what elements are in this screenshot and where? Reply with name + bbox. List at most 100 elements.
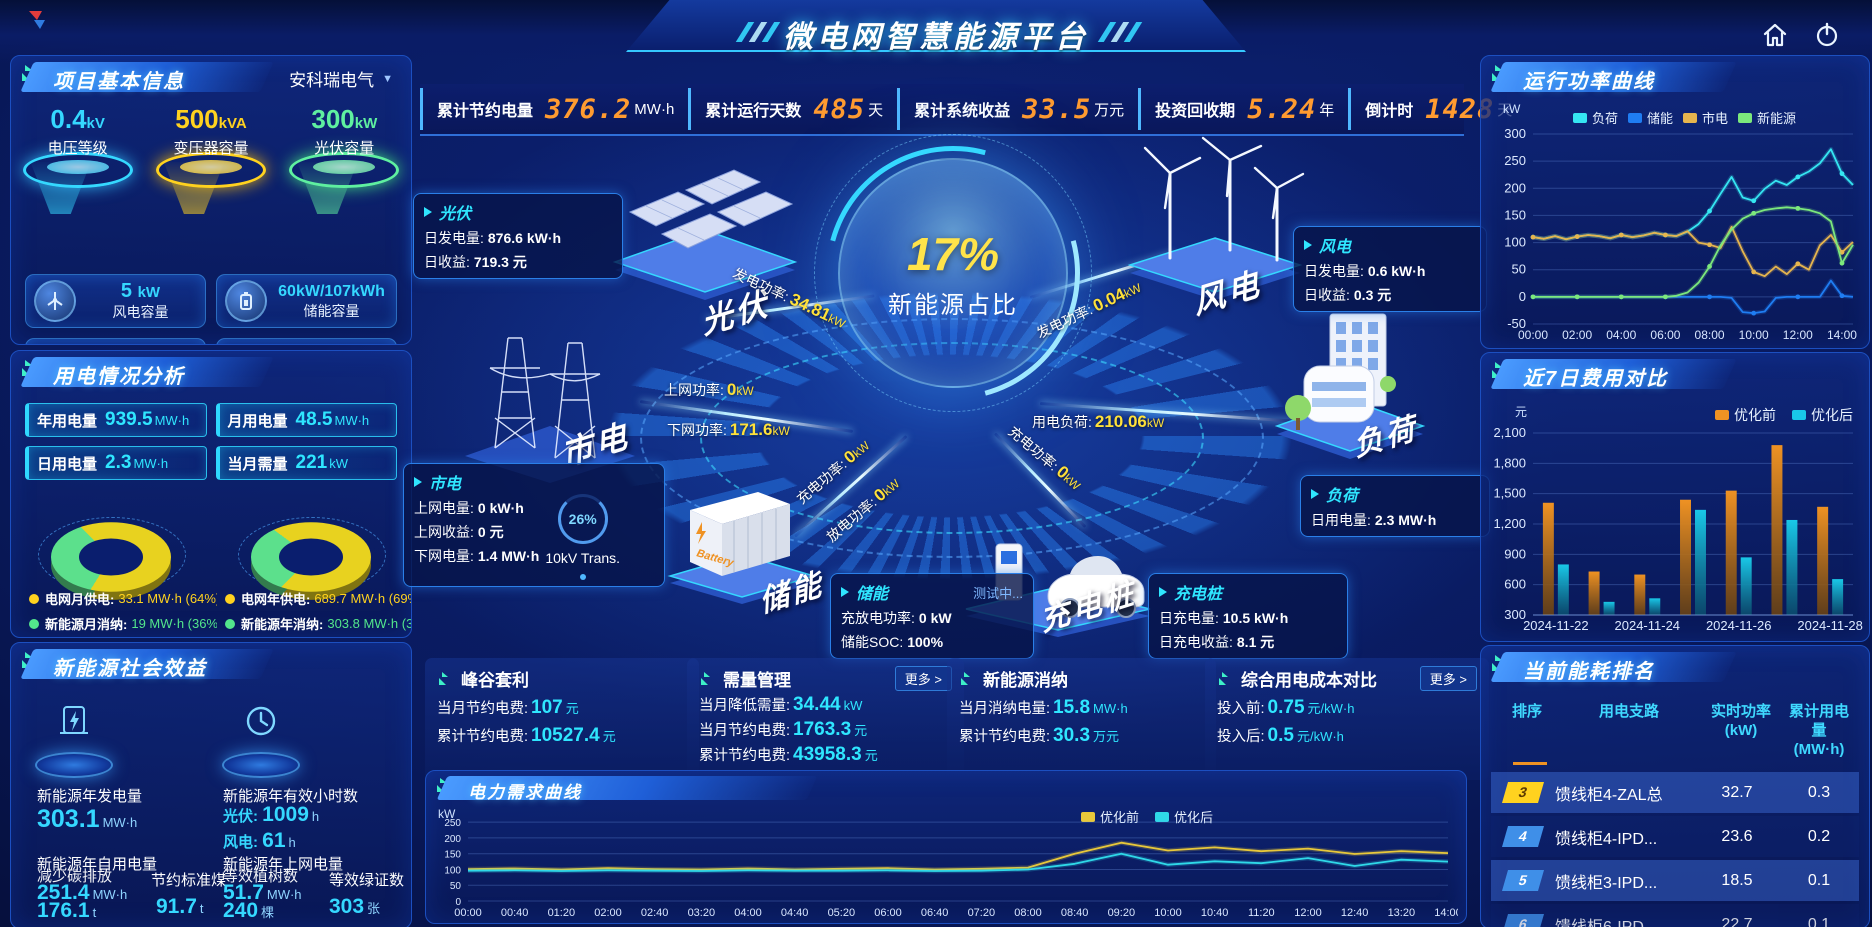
table-row[interactable]: 3 馈线柜4-ZAL总 32.7 0.3	[1491, 772, 1859, 813]
month-demand: 当月需量 221 kW	[215, 446, 397, 480]
table-row[interactable]: 5 馈线柜3-IPD... 18.5 0.1	[1491, 860, 1859, 901]
chevron-right-icon	[414, 477, 422, 487]
kpi-saved-energy: 累计节约电量 376.2 MW·h	[420, 88, 688, 130]
table-row[interactable]: 6 馈线柜6-IPD 22.7 0.1	[1491, 904, 1859, 927]
company-name: 安科瑞电气	[289, 71, 375, 90]
chevron-right-icon	[1311, 489, 1319, 499]
svg-text:1,200: 1,200	[1493, 516, 1526, 531]
total-energy: 0.2	[1807, 827, 1831, 845]
power-curve-chart: -50 0 50 100 150 200 250 300 00:00 02:00 04:00 06:0…	[1485, 126, 1863, 342]
legend-green-year: 新能源年消纳:303.8 MW·h (31%)	[217, 614, 411, 633]
co2-value: 176.1 t	[37, 899, 97, 922]
svg-text:02:40: 02:40	[641, 907, 669, 919]
power-legend[interactable]: 负荷 储能 市电 新能源	[1573, 108, 1796, 127]
charger-info-box: 充电桩 日充电量: 10.5 kW·h 日充电收益: 8.1 元	[1148, 573, 1348, 659]
panel-title: 用电情况分析	[53, 366, 185, 388]
corner-arrow-icon	[1219, 671, 1228, 685]
panel-title: 运行功率曲线	[1523, 71, 1655, 93]
more-button[interactable]: 更多 >	[894, 666, 952, 691]
stat-renewable-consume: 新能源消纳 当月消纳电量: 15.8 MW·h 累计节约电费: 30.3 万元	[947, 658, 1216, 780]
panel-usage-analysis: 用电情况分析 年用电量 939.5 MW·h 月用电量 48.5 MW·h 日用电量 2.…	[10, 350, 412, 638]
grid-device	[450, 308, 650, 488]
transformer-load-pct: 26%	[557, 494, 608, 544]
panel-title: 电力需求曲线	[468, 783, 582, 802]
demand-legend[interactable]: 优化前 优化后	[1081, 807, 1213, 826]
generator-pedestal	[29, 701, 119, 778]
export-value: 51.7 MW·h	[223, 881, 302, 904]
legend-grid-month: 电网月供电: 33.1 MW·h (64%)	[21, 589, 217, 608]
battery-container-icon: Battery	[667, 492, 817, 604]
brand-logo-icon	[26, 8, 52, 39]
svg-text:250: 250	[1504, 153, 1526, 168]
svg-text:2024-11-26: 2024-11-26	[1706, 618, 1772, 633]
coal-value: 91.7 t	[156, 895, 204, 918]
ranking-table: 3 馈线柜4-ZAL总 32.7 0.3 4 馈线柜4-IPD... 23.6 …	[1491, 772, 1859, 927]
svg-text:09:20: 09:20	[1108, 907, 1136, 919]
tree-value: 240 棵	[223, 899, 275, 922]
transformer-gauge: 26% 10kV Trans.	[545, 494, 620, 580]
kpi-total-income: 累计系统收益 33.5 万元	[897, 88, 1138, 130]
hours-label: 新能源年有效小时数	[223, 788, 359, 805]
svg-text:600: 600	[1504, 577, 1526, 592]
year-usage: 年用电量 939.5 MW·h	[25, 403, 207, 437]
svg-text:10:00: 10:00	[1154, 907, 1182, 919]
load-info-box: 负荷 日用电量: 2.3 MW·h	[1300, 475, 1490, 537]
svg-text:150: 150	[1504, 207, 1526, 222]
flow-grid-down: 下网功率: 171.6kW	[667, 420, 790, 439]
company-select[interactable]: 安科瑞电气 ▼	[289, 66, 393, 91]
svg-text:0: 0	[455, 897, 461, 908]
grid-info-box: 市电 上网电量: 0 kW·h 上网收益: 0 元 下网电量: 1.4 MW·h 26…	[403, 463, 665, 587]
gen-year-value: 303.1 MW·h	[37, 805, 138, 833]
co2-label: 减少碳排放	[37, 868, 113, 885]
wind-hours: 风电: 61 h	[223, 829, 296, 852]
svg-text:04:00: 04:00	[1606, 328, 1636, 342]
month-donut-chart	[36, 491, 186, 600]
panel-header: 运行功率曲线	[1481, 56, 1869, 98]
svg-text:11:20: 11:20	[1248, 907, 1275, 919]
svg-text:12:40: 12:40	[1341, 907, 1369, 919]
cone-transformer: 500kVA 变压器容量	[152, 104, 270, 264]
power-button[interactable]	[1808, 16, 1846, 54]
tree-label: 等效植树数	[223, 868, 299, 885]
load-device	[1268, 296, 1433, 466]
realtime-power: 32.7	[1721, 783, 1753, 801]
cost-compare-chart: 300 600 900 1,200 1,500 1,800 2,100 2024-11-22 2…	[1485, 425, 1863, 633]
cost-legend[interactable]: 优化前 优化后	[1715, 405, 1853, 425]
generator-icon	[60, 706, 88, 734]
more-button[interactable]: 更多 >	[1419, 666, 1477, 691]
orb-arc	[814, 134, 1092, 412]
tile-ac-charger: 35 kW交流充电桩	[216, 338, 397, 345]
table-header: 排序 用电支路 实时功率 (kW) 累计用电量 (MW·h)	[1511, 703, 1849, 758]
svg-text:14:00: 14:00	[1434, 907, 1458, 919]
svg-text:300: 300	[1504, 126, 1526, 141]
stat-peak-valley: 峰谷套利 当月节约电费: 107 元 累计节约电费: 10527.4 元	[425, 658, 699, 780]
chevron-right-icon	[424, 207, 432, 217]
stat-cost-compare: 综合用电成本对比 更多 > 投入前: 0.75 元/kW·h 投入后: 0.5 元/kW…	[1205, 658, 1489, 780]
battery-icon	[225, 280, 267, 322]
tile-storage-capacity: 60kW/107kWh 储能容量	[216, 274, 397, 328]
transformer-label: 10kV Trans.	[545, 550, 621, 566]
svg-text:02:00: 02:00	[1562, 328, 1592, 342]
self-use-label: 新能源年自用电量	[37, 856, 158, 873]
svg-text:900: 900	[1504, 546, 1526, 561]
svg-text:08:00: 08:00	[1695, 328, 1725, 342]
svg-text:0: 0	[1519, 289, 1526, 304]
page-title: 微电网智慧能源平台	[783, 21, 1089, 54]
svg-text:50: 50	[1512, 262, 1526, 277]
clock-icon	[246, 706, 276, 736]
home-icon	[1763, 23, 1787, 47]
svg-text:200: 200	[444, 834, 461, 845]
title-decor-left	[735, 22, 781, 42]
cert-label: 等效绿证数	[329, 872, 405, 889]
branch-name: 馈线柜4-ZAL总	[1555, 786, 1663, 804]
table-row[interactable]: 4 馈线柜4-IPD... 23.6 0.2	[1491, 816, 1859, 857]
wind-turbine-icon	[34, 280, 76, 322]
home-button[interactable]	[1756, 16, 1794, 54]
ac-charger-icon	[225, 344, 267, 345]
pv-info-box: 光伏 日发电量: 876.6 kW·h 日收益: 719.3 元	[413, 193, 623, 279]
svg-text:50: 50	[450, 881, 462, 892]
svg-text:08:40: 08:40	[1061, 907, 1089, 919]
usage-values: 年用电量 939.5 MW·h 月用电量 48.5 MW·h 日用电量 2.3 MW·h 当…	[25, 403, 397, 480]
